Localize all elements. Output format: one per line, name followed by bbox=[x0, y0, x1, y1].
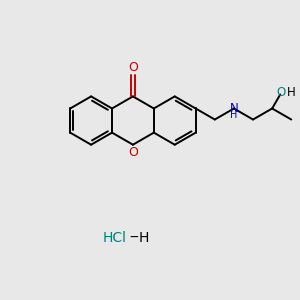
Text: ‒: ‒ bbox=[129, 231, 138, 245]
Text: O: O bbox=[276, 86, 286, 99]
Text: N: N bbox=[230, 102, 238, 115]
Text: H: H bbox=[287, 86, 296, 99]
Text: O: O bbox=[128, 146, 138, 159]
Text: H: H bbox=[230, 110, 238, 120]
Text: O: O bbox=[128, 61, 138, 74]
Text: HCl: HCl bbox=[103, 231, 127, 245]
Text: H: H bbox=[139, 231, 149, 245]
